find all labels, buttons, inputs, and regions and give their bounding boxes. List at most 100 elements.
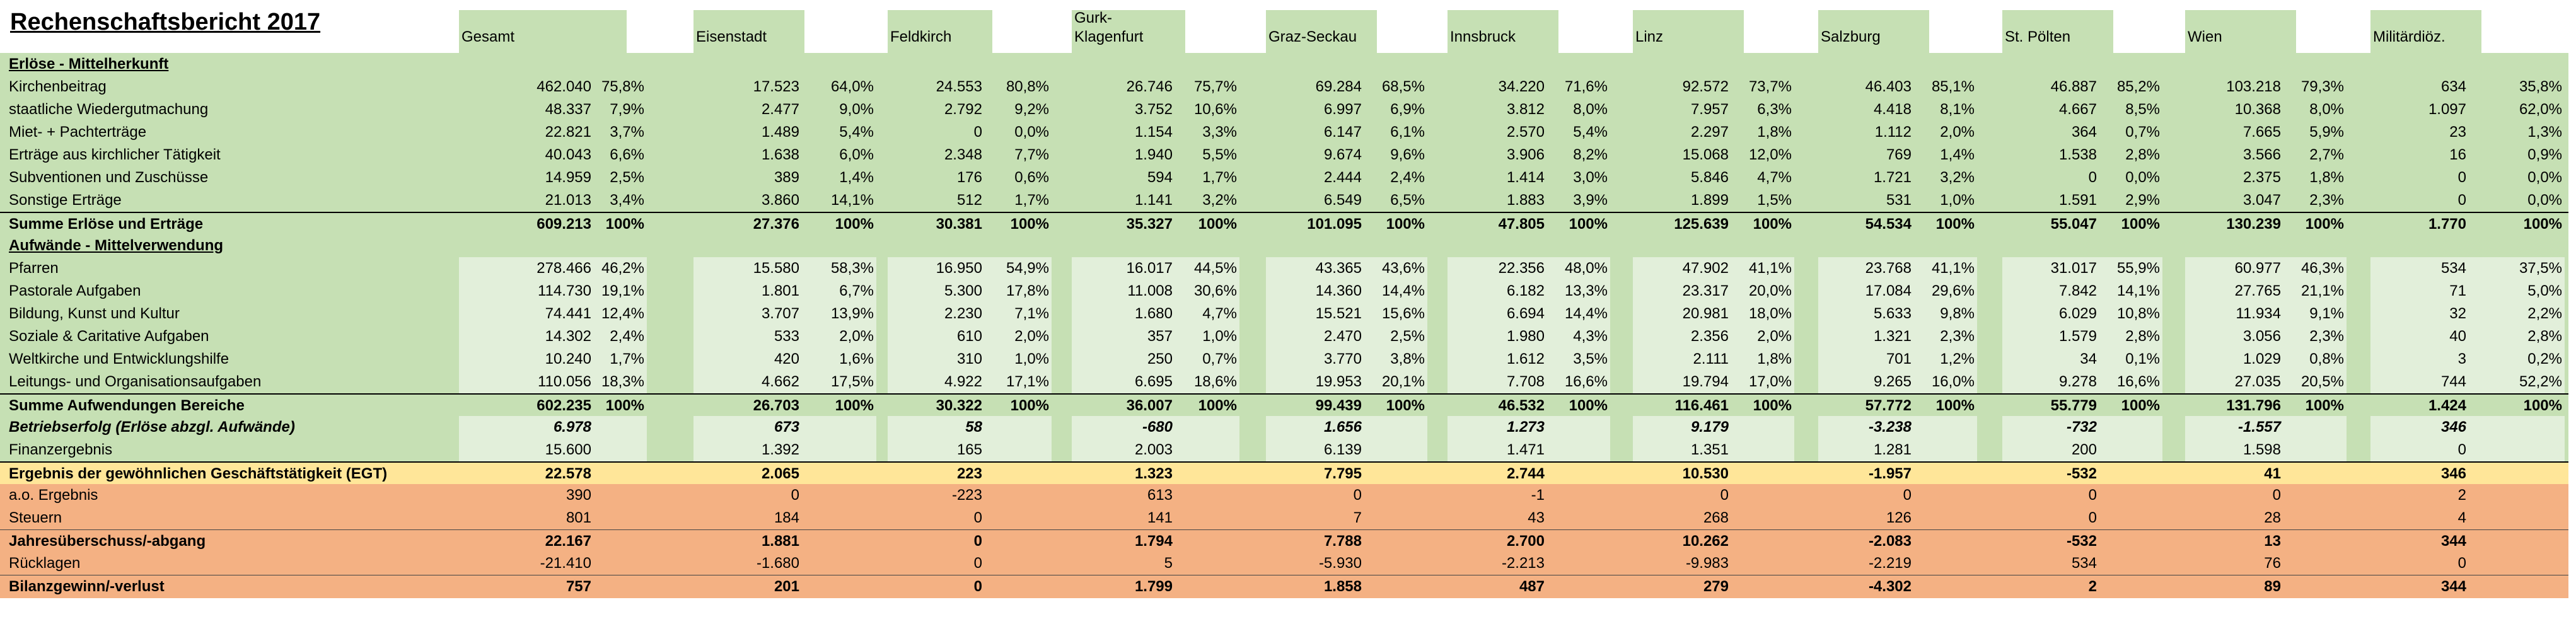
row-label: Erlöse - Mittelherkunft [9,55,169,72]
cell-band [2002,325,2162,348]
value-cell: 200 [2071,441,2097,458]
value-cell: 54.534 [1865,216,1912,233]
percent-cell: 8,2% [1573,146,1608,163]
table-row: Pastorale Aufgaben 114.730 19,1% 1.801 6,7% 5… [0,280,2568,303]
value-cell: 22.578 [545,465,591,482]
cell-band [2185,325,2347,348]
value-cell: -5.930 [1318,555,1362,572]
percent-cell: 6,3% [1757,101,1792,118]
cell-band [1633,257,1794,280]
value-cell: 6.182 [1506,282,1545,299]
value-cell: 141 [1147,509,1173,526]
value-cell: 9.265 [1873,373,1912,390]
percent-cell: 8,0% [1573,101,1608,118]
percent-cell: 20,5% [2300,373,2344,390]
percent-cell: 4,7% [1757,169,1792,186]
value-cell: 1.424 [2428,397,2466,414]
percent-cell: 19,1% [601,282,644,299]
percent-cell: 8,0% [2309,101,2344,118]
value-cell: 34 [2080,350,2097,367]
percent-cell: 100% [1386,397,1425,414]
column-header-name: Gesamt [461,28,515,45]
percent-cell: 9,2% [1014,101,1049,118]
percent-cell: 12,4% [601,305,644,322]
value-cell: 74.441 [545,305,591,322]
value-cell: 1.680 [1134,305,1173,322]
cell-band [888,257,1052,280]
cell-band [1266,257,1427,280]
cell-band [1072,439,1239,461]
cell-band [693,303,876,325]
percent-cell: 85,2% [2116,78,2160,95]
value-cell: 30.381 [936,216,982,233]
percent-cell: 17,0% [1748,373,1792,390]
value-cell: 5.300 [944,282,982,299]
percent-cell: 85,1% [1931,78,1975,95]
percent-cell: 6,7% [839,282,874,299]
value-cell: 701 [1886,350,1912,367]
value-cell: 1.029 [2242,350,2281,367]
percent-cell: 2,9% [2125,192,2160,209]
value-cell: 1.112 [1874,124,1912,141]
value-cell: 110.056 [538,373,591,390]
percent-cell: 2,3% [2309,328,2344,345]
cell-band [2370,348,2565,371]
value-cell: 101.095 [1307,216,1362,233]
value-cell: 1.799 [1134,578,1173,595]
value-cell: 2.297 [1690,124,1729,141]
cell-band [1633,416,1794,439]
value-cell: 4.922 [944,373,982,390]
percent-cell: 100% [2523,397,2562,414]
percent-cell: 2,0% [1014,328,1049,345]
value-cell: 7.795 [1323,465,1362,482]
percent-cell: 3,5% [1573,350,1608,367]
percent-cell: 1,0% [1014,350,1049,367]
value-cell: 10.262 [1682,533,1729,550]
percent-cell: 18,3% [601,373,644,390]
cell-band [1448,325,1610,348]
cell-band [1818,348,1977,371]
value-cell: -1.557 [2237,419,2281,436]
value-cell: 11.008 [1127,282,1173,299]
percent-cell: 62,0% [2519,101,2562,118]
value-cell: 1.141 [1134,192,1173,209]
percent-cell: 100% [835,397,874,414]
percent-cell: 10,8% [2116,305,2160,322]
value-cell: 46.532 [1498,397,1545,414]
percent-cell: 21,1% [2300,282,2344,299]
value-cell: 1.538 [2058,146,2097,163]
percent-cell: 46,3% [2300,260,2344,277]
cell-band [1633,371,1794,393]
percent-cell: 100% [2305,397,2344,414]
percent-cell: 5,5% [1202,146,1237,163]
percent-cell: 29,6% [1931,282,1975,299]
value-cell: 534 [2440,260,2466,277]
value-cell: 27.765 [2234,282,2281,299]
cell-band [1448,257,1610,280]
table-row: Kirchenbeitrag 462.040 75,8% 17.523 64,0% 24.… [0,76,2568,98]
value-cell: -732 [2066,419,2097,436]
cell-band [1448,371,1610,393]
value-cell: 27.035 [2234,373,2281,390]
cell-band [2185,439,2347,461]
value-cell: 2.744 [1506,465,1545,482]
value-cell: 2.348 [944,146,982,163]
percent-cell: 2,8% [2125,328,2160,345]
value-cell: 346 [2440,419,2466,436]
percent-cell: 2,3% [2309,192,2344,209]
value-cell: 1.858 [1323,578,1362,595]
value-cell: 23.768 [1865,260,1912,277]
value-cell: 673 [774,419,799,436]
cell-band [2002,257,2162,280]
table-row: Subventionen und Zuschüsse 14.959 2,5% 389 1… [0,166,2568,189]
percent-cell: 13,3% [1564,282,1608,299]
percent-cell: 1,3% [2527,124,2562,141]
percent-cell: 1,7% [1014,192,1049,209]
value-cell: 223 [956,465,982,482]
value-cell: 11.934 [2236,305,2281,322]
percent-cell: 1,5% [1757,192,1792,209]
cell-band [1266,439,1427,461]
value-cell: 35.327 [1126,216,1173,233]
row-label: Aufwände - Mittelverwendung [9,237,224,254]
table-row: Erträge aus kirchlicher Tätigkeit 40.043 6… [0,144,2568,166]
